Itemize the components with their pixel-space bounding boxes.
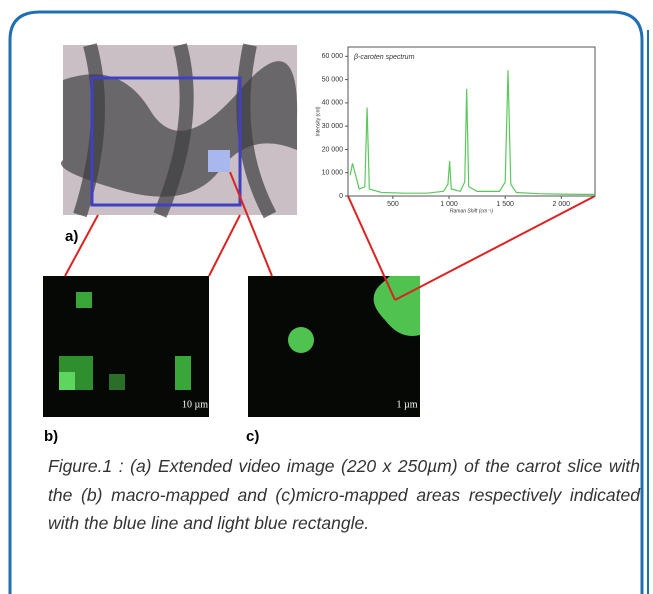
panel-label: b)	[44, 428, 58, 445]
spectrum-chart: 0 10 000 20 000 30 000 40 000 50 000 60 000 500…	[315, 46, 596, 214]
plot-area	[347, 46, 596, 197]
y-tick-label: 0	[339, 193, 343, 200]
panel-label: a)	[65, 228, 78, 245]
chart-title: β-caroten spectrum	[353, 54, 415, 61]
x-tick-label: 1 000	[440, 201, 458, 208]
micro-area	[208, 150, 230, 172]
caption: Figure.1 : (a) Extended video image (220…	[48, 456, 640, 533]
scale-label: 10 µm	[182, 399, 208, 410]
pixel	[59, 372, 75, 390]
frame	[8, 10, 644, 594]
y-tick-label: 60 000	[322, 53, 344, 60]
x-tick-label: 500	[387, 201, 399, 208]
scale-label: 1 µm	[396, 399, 417, 410]
pixel	[175, 356, 191, 390]
x-tick-label: 2 000	[553, 201, 571, 208]
x-tick-label: 1 500	[496, 201, 514, 208]
x-axis-label: Raman Shift (cm⁻¹)	[450, 208, 494, 214]
y-tick-label: 10 000	[322, 170, 344, 177]
y-axis-label: Intensity (cnt)	[315, 106, 321, 136]
y-tick-label: 40 000	[322, 100, 344, 107]
connector	[208, 214, 241, 277]
connector	[229, 171, 273, 277]
connector	[64, 214, 99, 277]
y-tick-label: 50 000	[322, 76, 344, 83]
spectrum-line	[349, 70, 595, 195]
connector	[394, 195, 596, 301]
y-tick-label: 20 000	[322, 146, 344, 153]
macro-map	[43, 276, 209, 417]
spot	[373, 276, 420, 336]
connector	[347, 195, 396, 301]
pixel	[76, 292, 92, 308]
y-tick-label: 30 000	[322, 123, 344, 130]
tissue	[73, 43, 277, 219]
spot	[288, 327, 314, 353]
macro-area	[90, 76, 242, 207]
pixel	[109, 374, 125, 390]
panel-label: c)	[246, 428, 259, 445]
